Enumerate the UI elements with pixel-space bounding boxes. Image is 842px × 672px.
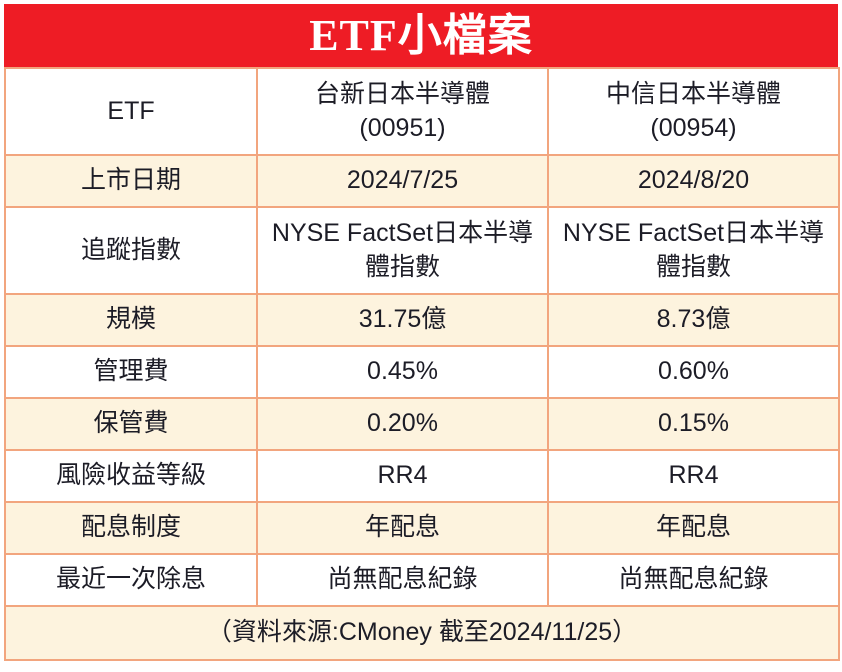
value-cell-etf2: 尚無配息紀錄 <box>547 553 840 607</box>
value-cell-etf2: 8.73億 <box>547 293 840 347</box>
value-cell-etf1: 31.75億 <box>256 293 549 347</box>
page-title: ETF小檔案 <box>309 10 533 60</box>
value-cell-etf2: 2024/8/20 <box>547 154 840 208</box>
table-row-management-fee: 管理費 0.45% 0.60% <box>4 345 840 399</box>
value-cell-etf1: 尚無配息紀錄 <box>256 553 549 607</box>
row-label-cell: 最近一次除息 <box>4 553 258 607</box>
value-cell-etf2: 年配息 <box>547 501 840 555</box>
value-cell-etf2: 0.60% <box>547 345 840 399</box>
table-row-scale: 規模 31.75億 8.73億 <box>4 293 840 347</box>
row-label-cell: 風險收益等級 <box>4 449 258 503</box>
value-cell-etf1: RR4 <box>256 449 549 503</box>
value-cell-etf1: NYSE FactSet日本半導體指數 <box>256 206 549 295</box>
row-label-cell: ETF <box>4 67 258 156</box>
value-cell-etf1: 0.45% <box>256 345 549 399</box>
table-row-custody-fee: 保管費 0.20% 0.15% <box>4 397 840 451</box>
title-bar: ETF小檔案 <box>4 4 838 67</box>
table-row-risk-level: 風險收益等級 RR4 RR4 <box>4 449 840 503</box>
table-row-tracking-index: 追蹤指數 NYSE FactSet日本半導體指數 NYSE FactSet日本半… <box>4 206 840 295</box>
row-label-cell: 追蹤指數 <box>4 206 258 295</box>
table-row-dividend-policy: 配息制度 年配息 年配息 <box>4 501 840 555</box>
row-label-cell: 規模 <box>4 293 258 347</box>
table-row-last-ex-dividend: 最近一次除息 尚無配息紀錄 尚無配息紀錄 <box>4 553 840 607</box>
etf-profile-card: ETF小檔案 ETF 台新日本半導體 (00951) 中信日本半導體 (0095… <box>4 4 840 661</box>
table-footer-row: （資料來源:CMoney 截至2024/11/25） <box>4 605 840 661</box>
etf-table: ETF 台新日本半導體 (00951) 中信日本半導體 (00954) 上市日期… <box>4 67 840 661</box>
value-cell-etf1: 2024/7/25 <box>256 154 549 208</box>
row-label-cell: 配息制度 <box>4 501 258 555</box>
table-row-listing-date: 上市日期 2024/7/25 2024/8/20 <box>4 154 840 208</box>
value-cell-etf1: 0.20% <box>256 397 549 451</box>
value-cell-etf2: 中信日本半導體 (00954) <box>547 67 840 156</box>
value-cell-etf1: 年配息 <box>256 501 549 555</box>
source-note: （資料來源:CMoney 截至2024/11/25） <box>4 605 840 661</box>
row-label-cell: 管理費 <box>4 345 258 399</box>
table-row-etf: ETF 台新日本半導體 (00951) 中信日本半導體 (00954) <box>4 67 840 156</box>
value-cell-etf1: 台新日本半導體 (00951) <box>256 67 549 156</box>
value-cell-etf2: 0.15% <box>547 397 840 451</box>
value-cell-etf2: NYSE FactSet日本半導體指數 <box>547 206 840 295</box>
row-label-cell: 上市日期 <box>4 154 258 208</box>
value-cell-etf2: RR4 <box>547 449 840 503</box>
row-label-cell: 保管費 <box>4 397 258 451</box>
